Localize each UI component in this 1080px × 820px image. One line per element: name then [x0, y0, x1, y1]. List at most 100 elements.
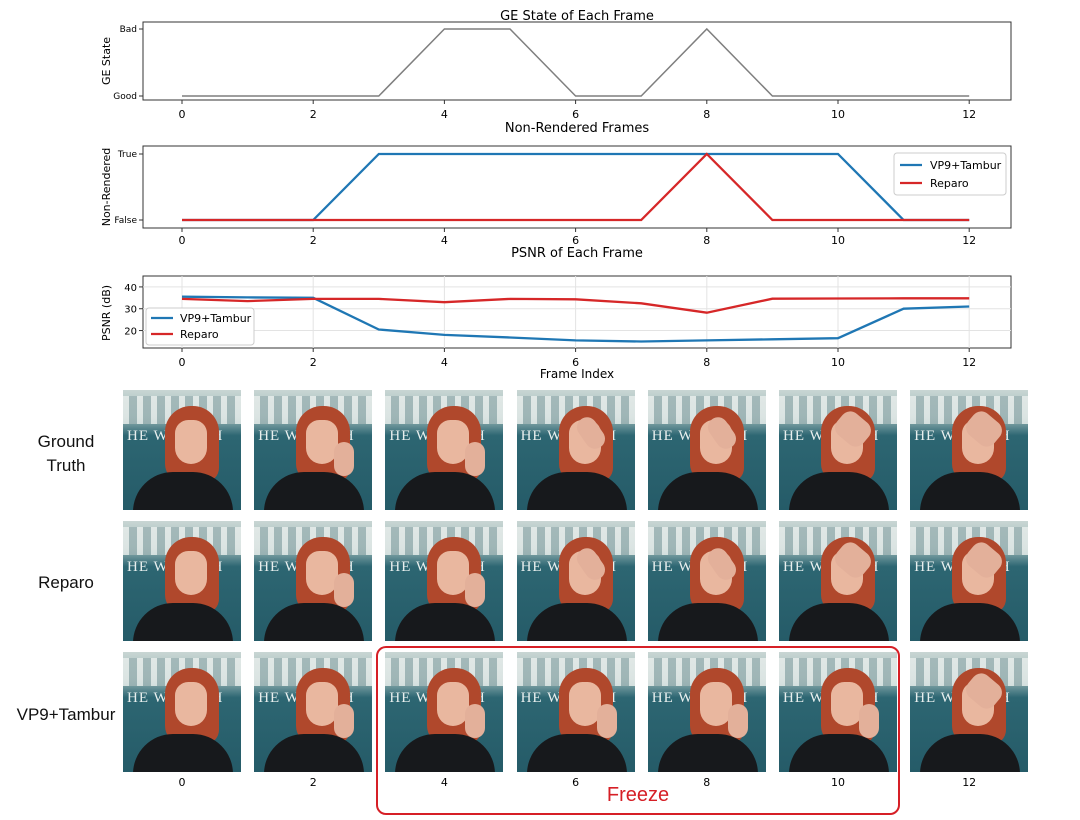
- person-face: [175, 420, 207, 464]
- frame-thumbnail: HE WHITE H: [254, 652, 373, 772]
- frame-index-label: 10: [831, 776, 845, 789]
- x-tick-label: 0: [179, 234, 186, 247]
- y-tick-label: True: [117, 150, 138, 160]
- person-body: [133, 734, 233, 772]
- person-body: [657, 472, 758, 510]
- x-tick-label: 0: [179, 356, 186, 369]
- frame-thumbnail: HE WHITE H: [910, 390, 1029, 510]
- x-tick-label: 4: [441, 234, 448, 247]
- person-body: [657, 603, 758, 641]
- series-line-ge-state: [182, 27, 970, 97]
- x-tick-label: 2: [310, 108, 317, 121]
- frame-index-label: 0: [178, 776, 186, 789]
- person-body: [264, 734, 365, 772]
- person-body: [133, 603, 233, 641]
- person-hand: [596, 704, 617, 738]
- y-tick-label: Bad: [120, 25, 137, 35]
- y-tick-label: 40: [124, 283, 137, 294]
- person-face: [306, 551, 339, 595]
- person-hand: [859, 704, 879, 738]
- frame-thumbnail: HE WHITE H: [254, 521, 373, 641]
- x-tick-label: 8: [703, 234, 710, 247]
- x-tick-label: 0: [179, 108, 186, 121]
- plot-frame-2: [142, 145, 1012, 229]
- person-face: [306, 420, 339, 464]
- series-line-reparo: [181, 297, 970, 314]
- person-hand: [334, 573, 355, 607]
- series-line-reparo: [182, 152, 970, 222]
- x-tick-label: 10: [831, 234, 845, 247]
- person-face: [437, 551, 470, 595]
- person-face: [175, 551, 207, 595]
- person-face: [437, 682, 470, 726]
- y-axis-label-1: GE State: [100, 37, 113, 85]
- freeze-highlight-box: [376, 646, 900, 815]
- plot-frame-3: [142, 275, 1012, 349]
- y-tick-label: 30: [124, 305, 137, 316]
- person-face: [568, 682, 601, 726]
- y-tick-label: False: [114, 216, 137, 226]
- frame-thumbnail: HE WHITE H: [910, 521, 1029, 641]
- frame-thumbnail: HE WHITE H: [647, 521, 766, 641]
- person-hand: [727, 704, 748, 738]
- frame-thumbnail: HE WHITE H: [516, 390, 635, 510]
- row-label-vp9-tambur: VP9+Tambur: [16, 705, 116, 724]
- x-tick-label: 2: [310, 234, 317, 247]
- frame-index-label: 6: [572, 776, 580, 789]
- row-label-reparo: Reparo: [38, 573, 94, 592]
- y-axis-label-3: PSNR (dB): [100, 285, 113, 341]
- person-hand: [334, 442, 355, 476]
- frame-thumbnail: HE WHITE H: [779, 390, 897, 510]
- person-face: [831, 682, 863, 726]
- y-axis-label-2: Non-Rendered: [100, 148, 113, 227]
- person-face: [699, 682, 732, 726]
- x-tick-label: 10: [831, 108, 845, 121]
- person-body: [526, 472, 627, 510]
- person-body: [920, 603, 1021, 641]
- chart-title-1: GE State of Each Frame: [500, 9, 654, 24]
- x-tick-label: 6: [572, 108, 579, 121]
- frame-thumbnail: HE WHITE H: [123, 390, 241, 510]
- person-body: [526, 603, 627, 641]
- legend-label: VP9+Tambur: [180, 312, 252, 325]
- person-body: [789, 472, 889, 510]
- x-tick-label: 12: [962, 356, 976, 369]
- frame-thumbnail: HE WHITE H: [910, 652, 1029, 772]
- person-face: [306, 682, 339, 726]
- x-tick-label: 4: [441, 108, 448, 121]
- legend-label: VP9+Tambur: [930, 159, 1002, 172]
- frame-thumbnail: HE WHITE H: [516, 521, 635, 641]
- person-face: [175, 682, 207, 726]
- frame-thumbnail: HE WHITE H: [647, 390, 766, 510]
- person-hand: [334, 704, 355, 738]
- plot-frame-1: [142, 21, 1012, 101]
- frame-thumbnail: HE WHITE H: [385, 390, 504, 510]
- x-tick-label: 10: [831, 356, 845, 369]
- person-body: [395, 472, 496, 510]
- frame-thumbnail: HE WHITE H: [123, 652, 241, 772]
- person-hand: [465, 704, 486, 738]
- person-body: [264, 472, 365, 510]
- series-line-vp9-tambur: [182, 152, 970, 222]
- frame-thumbnail: HE WHITE H: [779, 521, 897, 641]
- frame-index-label: 12: [962, 776, 977, 789]
- x-tick-label: 12: [962, 234, 976, 247]
- x-axis-label: Frame Index: [540, 367, 614, 381]
- person-hand: [465, 573, 486, 607]
- person-body: [526, 734, 627, 772]
- x-tick-label: 2: [310, 356, 317, 369]
- x-tick-label: 12: [962, 108, 976, 121]
- legend-label: Reparo: [930, 177, 969, 190]
- person-body: [133, 472, 233, 510]
- person-body: [264, 603, 365, 641]
- chart-title-2: Non-Rendered Frames: [505, 121, 649, 136]
- person-face: [437, 420, 470, 464]
- y-tick-label: 20: [124, 327, 137, 338]
- frame-thumbnail: HE WHITE H: [254, 390, 373, 510]
- row-label-ground-truth: Ground Truth: [37, 432, 95, 475]
- freeze-label: Freeze: [606, 784, 670, 806]
- legend-label: Reparo: [180, 328, 219, 341]
- person-body: [920, 734, 1021, 772]
- frame-index-label: 8: [703, 776, 711, 789]
